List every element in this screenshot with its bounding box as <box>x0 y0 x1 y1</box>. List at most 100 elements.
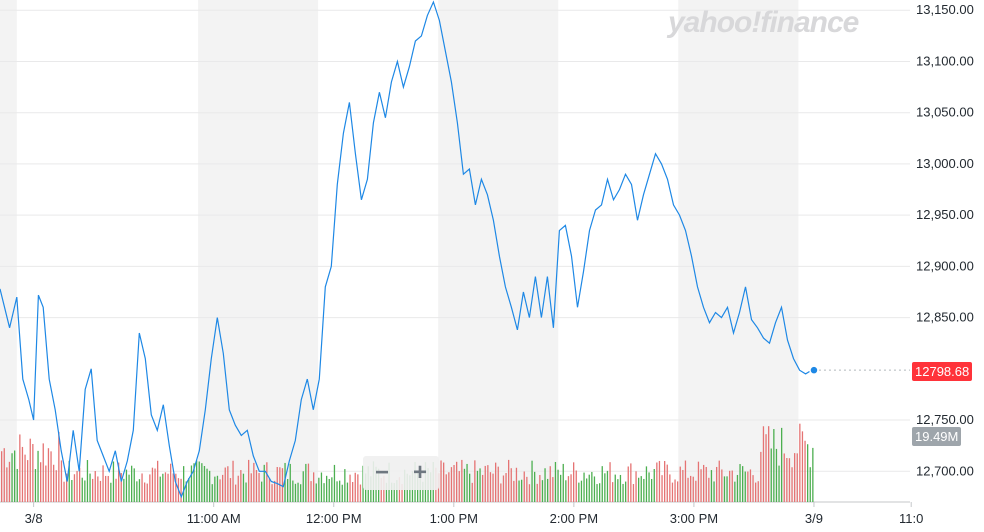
volume-bar <box>643 478 645 502</box>
volume-bar <box>391 482 393 502</box>
volume-bar <box>479 468 481 502</box>
volume-bar <box>812 447 814 502</box>
volume-bar <box>734 481 736 502</box>
volume-bar <box>599 483 601 502</box>
volume-bar <box>27 460 29 502</box>
last-price-badge: 12798.68 <box>912 362 973 381</box>
volume-bar <box>149 474 151 502</box>
volume-bar <box>747 471 749 502</box>
volume-bar <box>393 483 395 502</box>
volume-bar <box>240 470 242 502</box>
volume-bar <box>762 426 765 502</box>
volume-bar <box>248 459 250 502</box>
zoom-in-button[interactable]: + <box>412 459 427 486</box>
volume-bar <box>81 477 83 502</box>
volume-bar <box>708 477 710 502</box>
y-tick-label: 12,850.00 <box>916 310 974 325</box>
volume-bar <box>552 477 554 502</box>
volume-bar <box>76 470 78 502</box>
volume-bar <box>500 483 502 502</box>
volume-bar <box>175 473 177 502</box>
volume-bar <box>489 472 492 502</box>
volume-bar <box>586 478 588 502</box>
volume-bar <box>68 460 70 502</box>
volume-bar <box>53 464 55 502</box>
volume-bar <box>578 482 580 502</box>
volume-bar <box>6 467 8 502</box>
volume-bar <box>606 470 609 502</box>
volume-bar <box>115 478 117 502</box>
volume-bar <box>307 463 310 502</box>
volume-bar <box>84 480 86 502</box>
volume-bar <box>609 462 611 502</box>
volume-bar <box>731 470 733 502</box>
volume-bar <box>622 483 624 502</box>
volume-bar <box>242 473 245 502</box>
volume-bar <box>440 460 442 502</box>
volume-bar <box>801 431 804 502</box>
volume-bar <box>729 470 731 502</box>
volume-bar <box>513 480 515 502</box>
volume-bar <box>107 475 109 502</box>
volume-bar <box>640 476 642 502</box>
volume-bar <box>632 484 635 502</box>
volume-bar <box>281 468 284 502</box>
volume-bar <box>791 467 793 502</box>
volume-bar <box>190 465 193 502</box>
y-tick-label: 12,950.00 <box>916 207 974 222</box>
volume-bar <box>3 448 5 502</box>
volume-bar <box>352 482 354 502</box>
x-tick-label: 3:00 PM <box>670 511 718 526</box>
volume-bar <box>664 461 666 502</box>
volume-bar <box>692 476 694 502</box>
volume-bar <box>645 466 648 502</box>
x-tick-label: 11:0 <box>899 511 923 526</box>
price-line <box>0 0 814 499</box>
volume-bar <box>292 480 294 502</box>
volume-bar <box>627 466 629 502</box>
volume-bar <box>669 474 671 502</box>
volume-bar <box>596 484 598 502</box>
volume-bar <box>458 471 460 502</box>
volume-bar <box>799 423 801 502</box>
volume-bar <box>528 484 531 502</box>
price-lines <box>0 0 910 499</box>
volume-bar <box>583 472 585 502</box>
volume-bar <box>796 453 798 502</box>
volume-bar <box>445 474 447 502</box>
volume-bar <box>235 484 237 502</box>
volume-bar <box>144 482 146 502</box>
volume-bar <box>703 464 705 502</box>
volume-bar <box>71 480 73 502</box>
volume-bar <box>232 460 234 502</box>
volume-bar <box>214 476 216 502</box>
volume-bar <box>201 463 203 502</box>
volume-bar <box>255 470 258 502</box>
volume-bar <box>313 472 315 502</box>
volume-bar <box>679 466 681 502</box>
volume-bar <box>788 458 791 502</box>
volume-bar <box>318 477 320 502</box>
volume-bar <box>328 478 330 502</box>
volume-bar <box>757 481 759 502</box>
volume-bar <box>726 476 728 502</box>
volume-bar <box>760 451 762 502</box>
volume-bar <box>170 463 172 502</box>
y-tick-label: 13,100.00 <box>916 53 974 68</box>
volume-bar <box>154 468 156 502</box>
volume-bar <box>222 474 224 502</box>
volume-bar <box>11 453 13 502</box>
volume-bar <box>674 479 676 502</box>
volume-bar <box>515 467 518 502</box>
volume-bar <box>110 482 112 502</box>
volume-bar <box>274 480 276 502</box>
volume-bar <box>112 461 115 502</box>
volume-bar <box>128 474 130 502</box>
y-tick-label: 12,700.00 <box>916 463 974 478</box>
volume-bar <box>749 469 752 502</box>
zoom-out-button[interactable]: − <box>374 459 389 486</box>
volume-bar <box>453 465 455 502</box>
volume-bar <box>146 483 148 502</box>
